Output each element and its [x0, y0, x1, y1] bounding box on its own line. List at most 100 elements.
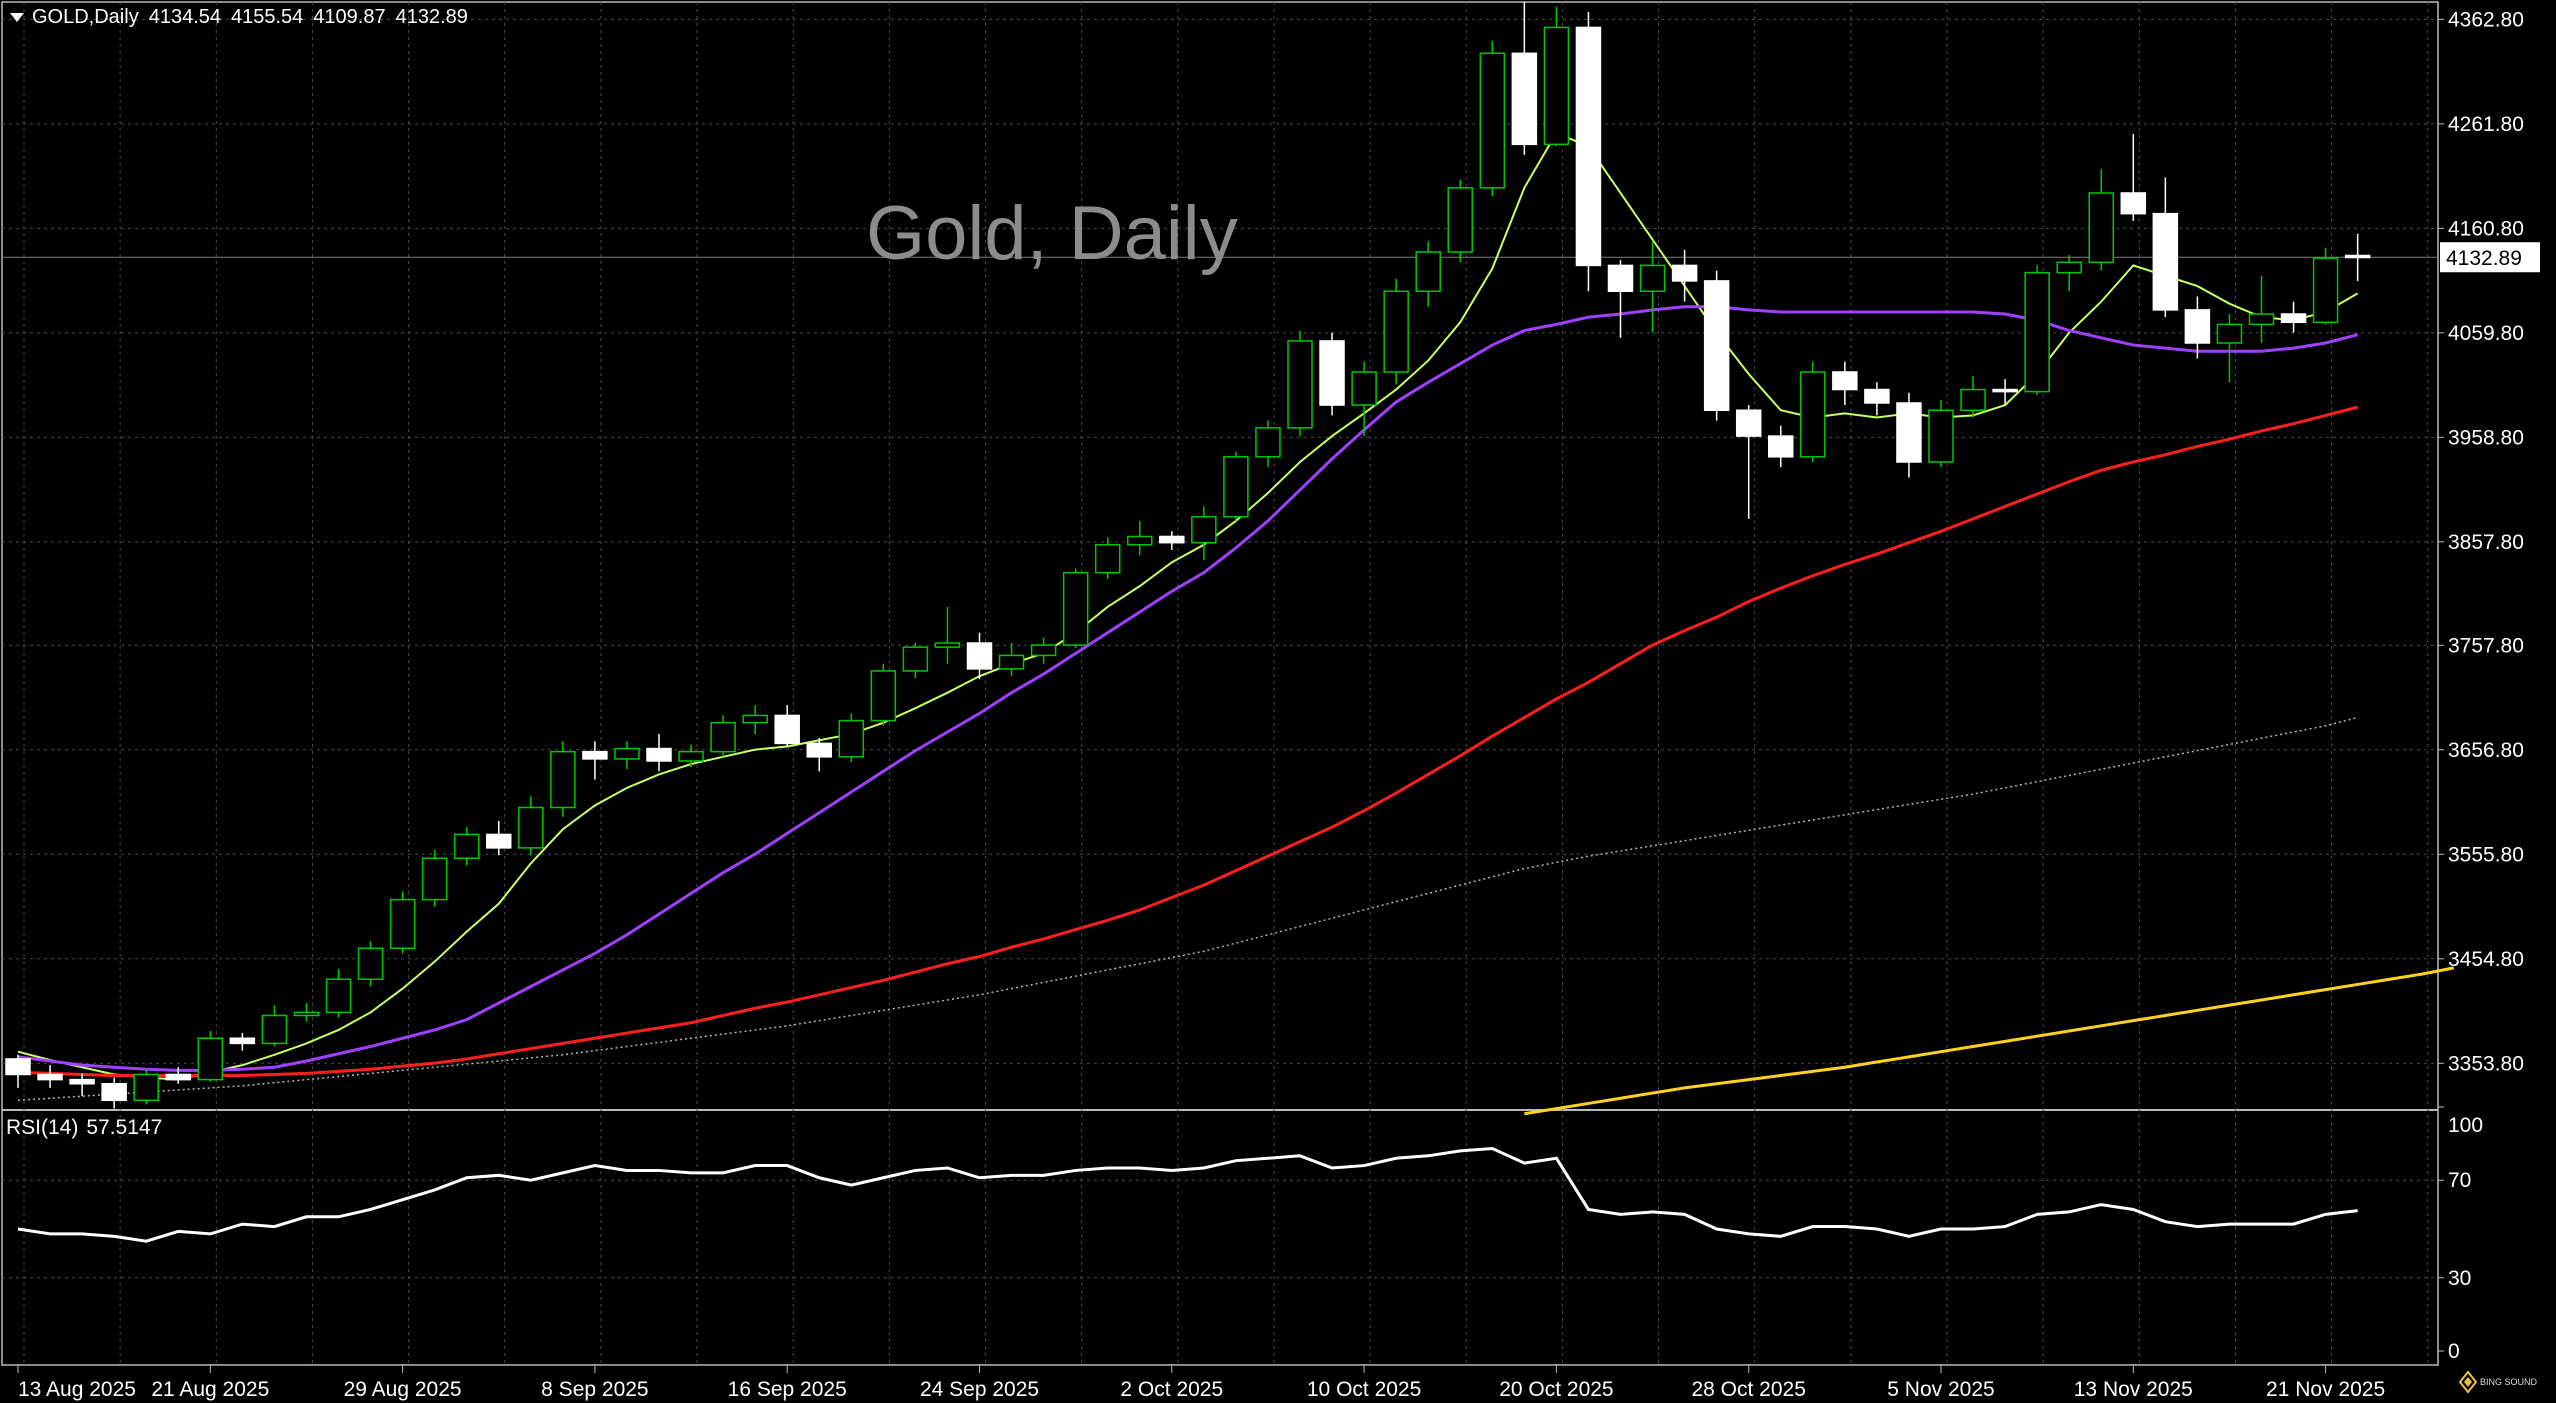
time-tick-label: 16 Sep 2025: [728, 1378, 847, 1401]
candle-body: [1159, 535, 1185, 544]
grid: [1, 1, 2439, 1366]
candle-body: [1511, 52, 1538, 146]
candle-body: [1287, 340, 1313, 429]
time-tick-label: 29 Aug 2025: [344, 1378, 462, 1401]
candle: [357, 940, 384, 987]
last-price-label: 4132.89: [2446, 247, 2522, 270]
dropdown-triangle-icon[interactable]: [10, 13, 24, 23]
candle: [710, 715, 736, 757]
candle: [1447, 179, 1473, 263]
candle: [678, 744, 704, 768]
candle: [1735, 405, 1762, 519]
candle: [1062, 568, 1089, 649]
candle-body: [197, 1037, 224, 1081]
candle-body: [389, 898, 416, 949]
candle-body: [1607, 264, 1634, 293]
candle-body: [1992, 388, 2018, 393]
moving-average-line: [17, 716, 2358, 1102]
candle-body: [2152, 212, 2179, 311]
candle: [582, 741, 608, 780]
price-tick-label: 3958.80: [2448, 426, 2524, 449]
price-axis[interactable]: 4362.80 4261.80 4160.80 4059.80 3958.80 3857.…: [2438, 8, 2540, 1075]
candle: [966, 632, 993, 680]
candle: [2312, 247, 2339, 325]
rsi-name: RSI(14): [6, 1116, 79, 1139]
candle: [486, 820, 512, 856]
candle-body: [998, 654, 1025, 670]
brand-logo: BING SOUND: [2458, 1370, 2538, 1394]
moving-average-line: [1524, 966, 2455, 1116]
candle: [293, 1003, 320, 1022]
symbol-timeframe: GOLD,Daily: [32, 6, 139, 28]
candle-body: [2056, 261, 2082, 274]
chart-watermark: Gold, Daily: [866, 191, 1238, 276]
rsi-tick-label: 0: [2448, 1340, 2460, 1363]
rsi-line: [17, 1146, 2358, 1243]
candle-body: [229, 1037, 256, 1045]
candle-body: [293, 1011, 320, 1017]
candle: [2152, 177, 2179, 318]
candle: [2280, 301, 2307, 333]
logo-text: BING SOUND: [2480, 1377, 2538, 1387]
candle-body: [1768, 435, 1794, 458]
candle: [1800, 361, 1826, 462]
candle: [2024, 265, 2050, 395]
moving-average-line: [17, 405, 2359, 1077]
candle: [1575, 11, 1602, 292]
candle: [1191, 506, 1217, 561]
candle-body: [1735, 409, 1762, 437]
last-price-box: [2440, 242, 2540, 273]
candle-body: [101, 1083, 127, 1102]
time-tick-label: 24 Sep 2025: [920, 1378, 1039, 1401]
candle-body: [838, 719, 865, 758]
candle-body: [1543, 26, 1570, 146]
candle-body: [870, 670, 897, 722]
time-tick-label: 5 Nov 2025: [1887, 1378, 1994, 1401]
candle-body: [453, 833, 480, 859]
low-value: 4109.87: [313, 6, 386, 28]
candle-body: [1062, 571, 1089, 646]
candle: [1159, 531, 1185, 550]
candle-body: [5, 1058, 31, 1076]
candle-body: [165, 1073, 191, 1081]
candle: [902, 643, 929, 679]
candle-body: [2344, 254, 2371, 259]
candle-body: [133, 1073, 159, 1102]
candle-body: [934, 642, 961, 648]
candle: [998, 643, 1025, 677]
candle-body: [1575, 26, 1602, 267]
candle: [774, 705, 800, 747]
rsi-axis[interactable]: 100 70 30 0: [2438, 1106, 2483, 1363]
rsi-tick-label: 70: [2448, 1169, 2471, 1192]
time-tick-label: 2 Oct 2025: [1120, 1378, 1223, 1401]
candle: [1383, 278, 1409, 385]
candle-body: [1094, 543, 1121, 574]
candle-body: [1800, 371, 1826, 458]
candle-body: [2088, 192, 2114, 264]
time-tick-label: 8 Sep 2025: [541, 1378, 648, 1401]
candle: [133, 1069, 159, 1105]
candle: [2248, 275, 2275, 343]
time-tick-label: 13 Aug 2025: [18, 1378, 136, 1401]
candle: [37, 1065, 63, 1088]
time-axis[interactable]: 13 Aug 2025 21 Aug 2025 29 Aug 2025 8 Sep 2…: [17, 1365, 2385, 1401]
candle-body: [2024, 271, 2050, 393]
candle: [453, 827, 480, 866]
candle: [197, 1031, 224, 1082]
time-tick-label: 20 Oct 2025: [1499, 1378, 1613, 1401]
candle-body: [614, 747, 640, 760]
candle: [2216, 314, 2243, 383]
candle-body: [710, 721, 736, 753]
candle: [389, 891, 416, 954]
candle: [1479, 40, 1506, 197]
price-tick-label: 3857.80: [2448, 531, 2524, 554]
candle-body: [2312, 257, 2339, 324]
candle-body: [646, 747, 672, 762]
candle: [1511, 1, 1538, 155]
candle-body: [582, 750, 608, 760]
price-tick-label: 3656.80: [2448, 739, 2524, 762]
candle-body: [2280, 313, 2307, 324]
candle: [101, 1077, 127, 1109]
price-tick-label: 3757.80: [2448, 634, 2524, 657]
candle-body: [261, 1014, 288, 1045]
